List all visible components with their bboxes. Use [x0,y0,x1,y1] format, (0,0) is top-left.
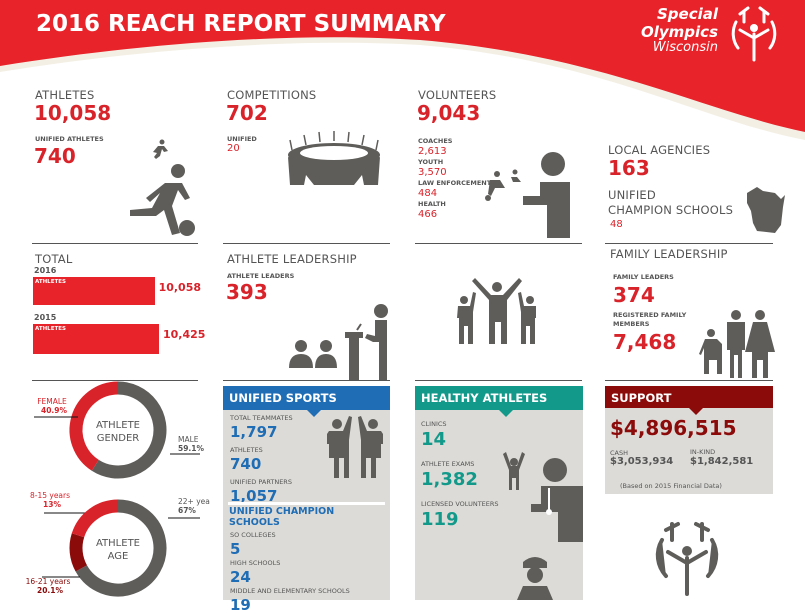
local-agencies-label: LOCAL AGENCIES [608,143,711,157]
athlete-leaders-value: 393 [226,280,268,304]
soccer-player-icon [130,139,195,236]
donut-slice-22-years [75,499,167,597]
unified-competitions-label: UNIFIED [227,135,257,143]
bar-year-label: 2015 [34,313,57,322]
local-agencies-value: 163 [608,156,650,180]
cash-label: CASH [610,449,628,457]
page-title: 2016 REACH REPORT SUMMARY [36,11,446,37]
inkind-label: IN-KIND [690,448,716,456]
section-divider [228,502,385,505]
divider [223,243,390,244]
slice-value: 67% [178,506,196,515]
registered-family-label: REGISTERED FAMILY MEMBERS [613,311,687,328]
athlete-leadership-label: ATHLETE LEADERSHIP [227,252,357,266]
wisconsin-map-icon [747,187,785,233]
divider [32,380,198,381]
divider [605,380,773,381]
ucs-title: UNIFIED CHAMPION SCHOOLS [229,506,335,528]
celebrating-people-icon [457,278,536,344]
family-leadership-label: FAMILY LEADERSHIP [610,247,728,261]
unified-athletes-label: UNIFIED ATHLETES [35,135,104,143]
header-banner [0,0,805,140]
total-label: TOTAL [35,252,73,266]
special-olympics-logo-icon [655,522,719,596]
athlete-leaders-label: ATHLETE LEADERS [227,272,295,280]
bar-2016: ATHLETES [33,277,155,305]
slice-label: MALE [178,435,199,444]
divider [605,243,773,244]
unified-sports-stats: TOTAL TEAMMATES 1,797 ATHLETES 740 UNIFIED… [230,414,293,505]
competitions-value: 702 [226,101,268,125]
family-leaders-label: FAMILY LEADERS [613,273,674,281]
bar-series-label: ATHLETES [35,279,66,285]
logo: Special Olympics Wisconsin [641,5,718,55]
unified-sports-header: UNIFIED SPORTS [223,386,390,417]
healthy-athletes-panel: HEALTHY ATHLETES CLINICS 14 ATHLETE EXAMS… [415,386,583,600]
healthy-athletes-stats: CLINICS 14 ATHLETE EXAMS 1,382 LICENSED VO… [421,420,499,530]
unified-athletes-value: 740 [34,144,76,168]
divider [415,380,582,381]
donut-slice-male [91,381,167,479]
special-olympics-logo-icon [731,6,777,62]
slice-label: FEMALE [37,397,67,406]
slice-label: 22+ years [178,497,210,506]
volunteer-breakdown: COACHES 2,613 YOUTH 3,570 LAW ENFORCEMENT 4… [418,137,492,220]
unified-sports-panel: UNIFIED SPORTS TOTAL TEAMMATES 1,797 ATHL… [223,386,390,613]
slice-label: 16-21 years [26,577,71,586]
doctor-nurse-icon [503,452,583,600]
unified-champion-schools-label: UNIFIED CHAMPION SCHOOLS [608,188,734,217]
family-leaders-value: 374 [613,283,655,307]
donut-center-label: AGE [108,551,129,562]
unified-champion-schools-value: 48 [610,219,623,230]
athletes-value: 10,058 [34,101,112,125]
volunteers-value: 9,043 [417,101,481,125]
donut-slice-16-21-years [71,499,119,538]
support-header: SUPPORT [605,386,773,415]
volunteers-label: VOLUNTEERS [418,88,497,102]
bar-value-label: 10,058 [158,281,202,294]
cash-value: $3,053,934 [610,456,674,467]
donut-center-label: ATHLETE [96,538,140,549]
bar-2015: ATHLETES [33,324,159,354]
athletes-label: ATHLETES [35,88,95,102]
slice-value: 20.1% [37,586,64,595]
slice-value: 59.1% [178,444,205,453]
donut-center-label: GENDER [97,433,140,444]
bar-year-label: 2016 [34,266,57,275]
podium-speaker-icon [289,304,388,380]
healthy-athletes-header: HEALTHY ATHLETES [415,386,583,417]
volunteer-icon [485,152,570,238]
donut-center-label: ATHLETE [96,420,140,431]
support-total: $4,896,515 [610,416,737,440]
inkind-value: $1,842,581 [690,456,754,467]
divider [415,243,582,244]
support-panel: SUPPORT $4,896,515 CASH $3,053,934 IN-KI… [605,386,773,494]
slice-value: 13% [43,500,61,509]
ucs-stats: SO COLLEGES 5 HIGH SCHOOLS 24 MIDDLE AND E… [230,531,350,614]
family-icon [699,310,775,378]
support-note: (Based on 2015 Financial Data) [620,482,722,490]
stadium-icon [288,131,380,185]
divider [223,380,390,381]
divider [32,243,198,244]
bar-value-label: 10,425 [163,328,206,341]
donut-slice-8-15-years [69,533,88,572]
competitions-label: COMPETITIONS [227,88,317,102]
slice-value: 40.9% [41,406,68,415]
unified-competitions-value: 20 [227,143,240,154]
donut-slice-female [69,381,119,471]
bar-series-label: ATHLETES [35,326,66,332]
registered-family-value: 7,468 [613,330,677,354]
slice-label: 8-15 years [30,491,70,500]
high-five-icon [327,416,383,478]
